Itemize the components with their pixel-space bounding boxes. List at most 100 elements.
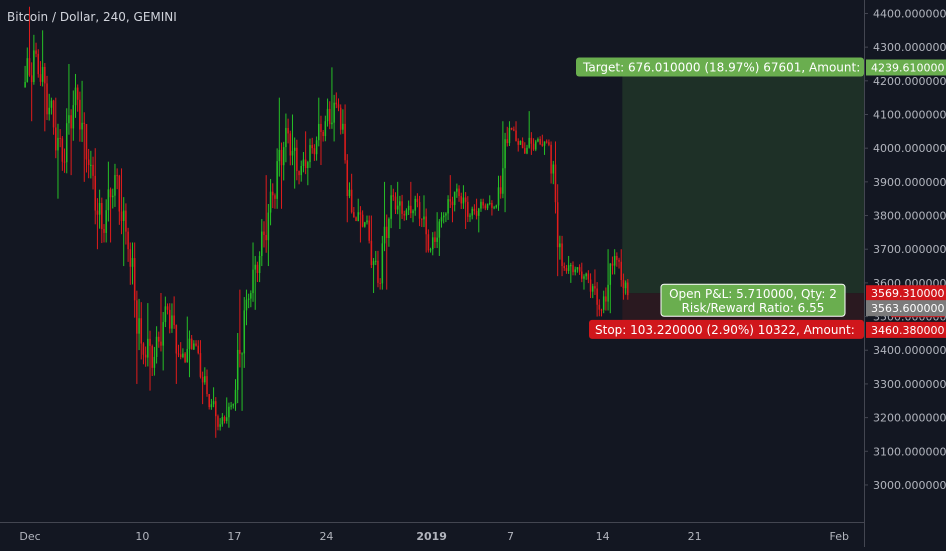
candle-body [370, 240, 373, 265]
candle [383, 181, 386, 252]
candle-body [624, 282, 627, 289]
candle [545, 139, 548, 144]
candle [469, 213, 471, 222]
candle-body [171, 315, 173, 329]
candle-body [318, 123, 320, 141]
candle [396, 181, 399, 215]
candle-body [350, 189, 353, 213]
candle-body [346, 160, 349, 197]
candle [188, 330, 191, 378]
candle-body [79, 99, 81, 130]
candle [208, 393, 210, 410]
candle [241, 352, 243, 411]
candle [502, 121, 504, 199]
candle [239, 289, 241, 368]
candle [223, 415, 226, 424]
candle-body [265, 234, 267, 241]
candle [423, 195, 425, 228]
candle [421, 218, 423, 227]
candle-body [164, 306, 167, 323]
candle [328, 101, 331, 130]
candle [388, 217, 390, 247]
candle [534, 139, 537, 152]
candle [92, 156, 94, 190]
candle [300, 160, 303, 182]
candle [342, 109, 344, 134]
candle-body [158, 336, 160, 342]
candle-body [576, 267, 579, 270]
candle [140, 302, 143, 360]
candle [600, 308, 603, 317]
candle [410, 181, 412, 219]
candle-body [475, 211, 478, 216]
candle [85, 123, 88, 173]
candle-body [361, 214, 364, 227]
candle-body [186, 348, 189, 363]
candle [526, 144, 528, 155]
candle [456, 183, 458, 198]
candle [201, 371, 204, 405]
candle-body [392, 195, 395, 197]
candle-body [377, 260, 379, 283]
candle [594, 269, 596, 295]
candle [315, 136, 318, 161]
candle [381, 235, 384, 290]
candle-body [405, 210, 408, 216]
candle [278, 97, 281, 177]
candle-body [572, 265, 574, 273]
candle [357, 198, 359, 222]
candle [431, 232, 434, 256]
candle [355, 216, 357, 222]
candle-body [57, 137, 59, 151]
candle-body [263, 231, 265, 235]
candle [405, 208, 408, 221]
candle-body [517, 141, 519, 145]
candle-body [221, 417, 224, 425]
candle [320, 115, 322, 166]
candle-body [261, 231, 263, 256]
candle [39, 61, 42, 86]
candle [252, 242, 254, 302]
candle [90, 150, 92, 179]
time-tick-label: 14 [596, 530, 610, 543]
candle [296, 139, 298, 181]
candle-body [234, 389, 237, 405]
candle [318, 97, 320, 147]
candle [48, 93, 50, 121]
candle [274, 193, 276, 209]
candle [309, 138, 311, 168]
stop-label-text: Stop: 103.220000 (2.90%) 10322, Amount: [595, 323, 855, 337]
candle-body [85, 123, 88, 160]
candle-body [559, 243, 561, 248]
candle [182, 348, 184, 359]
candle-body [293, 147, 296, 151]
candle [265, 175, 267, 253]
candle [199, 340, 202, 379]
candle-body [92, 164, 94, 176]
candle-body [539, 139, 541, 145]
candle-body [44, 66, 46, 84]
candle [287, 118, 289, 144]
candle-body [578, 267, 581, 272]
candle-body [250, 293, 252, 299]
candle [464, 192, 467, 230]
entry-price-tag-text: 3569.310000 [871, 287, 944, 300]
candle [289, 130, 292, 166]
candle [105, 199, 107, 243]
candle-body [116, 175, 118, 177]
candle [519, 140, 522, 145]
candle-body [462, 197, 465, 204]
candle-body [554, 164, 557, 203]
target-price-tag-text: 4239.610000 [871, 61, 944, 74]
time-tick-label: Dec [19, 530, 40, 543]
last-price-tag [866, 300, 946, 317]
candle-body [342, 123, 344, 130]
candle-body [563, 266, 566, 269]
candle [186, 316, 189, 363]
candle-body [26, 58, 29, 82]
candle [98, 189, 101, 229]
candle-body [298, 170, 300, 176]
candle-body [184, 353, 186, 363]
